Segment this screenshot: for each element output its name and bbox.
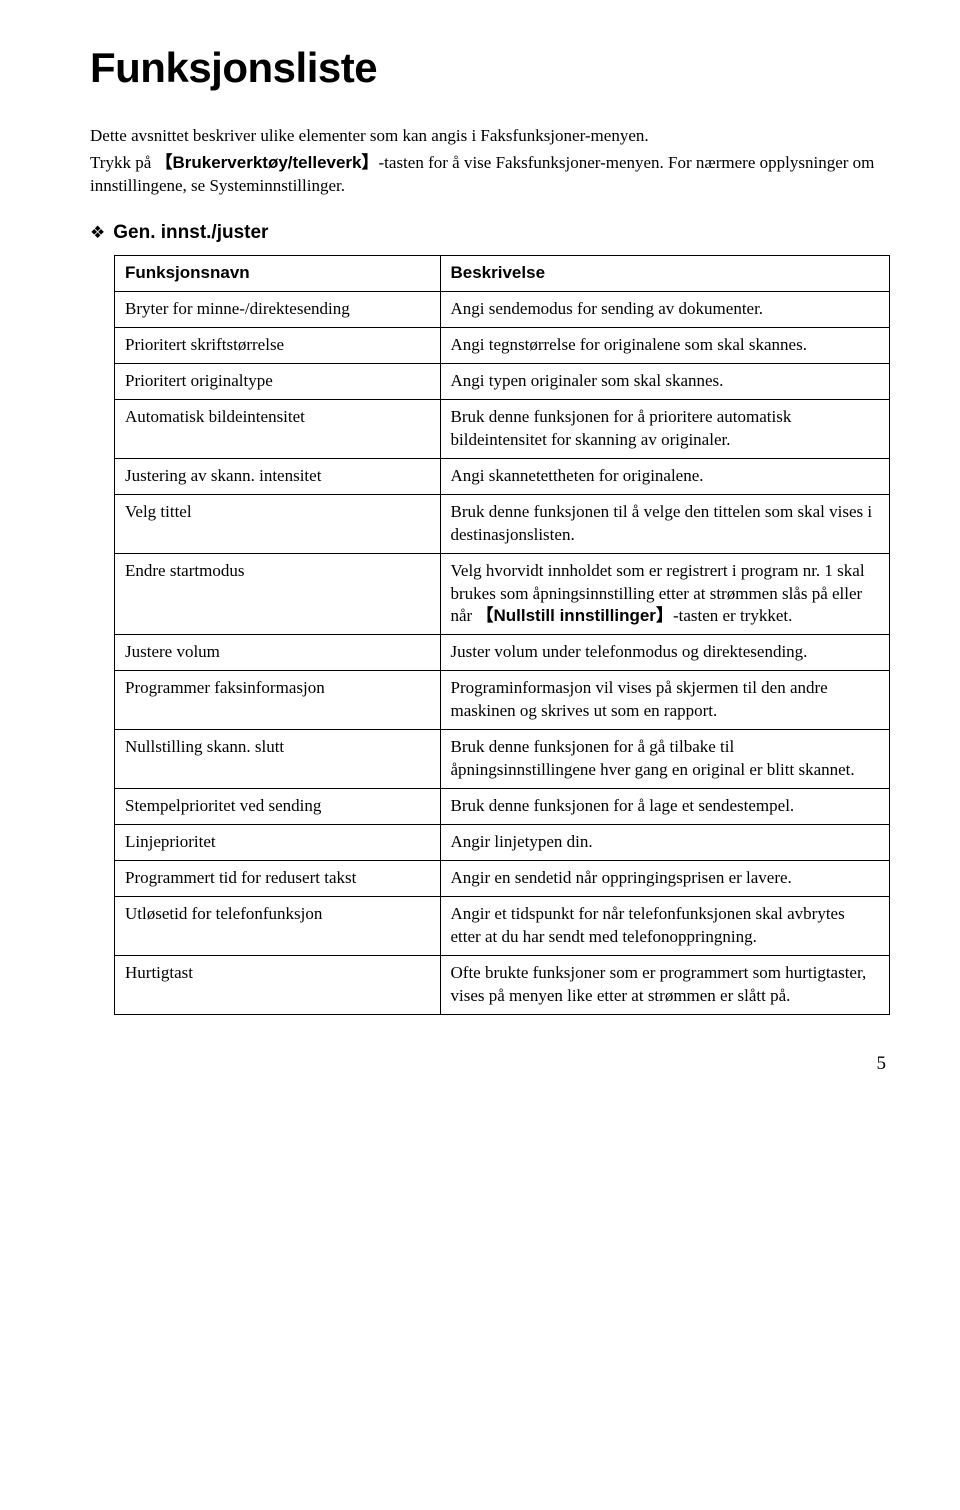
table-row: Justering av skann. intensitet Angi skan… [115,458,890,494]
table-row: Bryter for minne-/direktesending Angi se… [115,292,890,328]
table-row: Utløsetid for telefonfunksjon Angir et t… [115,896,890,955]
func-desc: Bruk denne funksjonen for å prioritere a… [440,399,890,458]
func-name: Hurtigtast [115,955,441,1014]
func-desc: Angi sendemodus for sending av dokumente… [440,292,890,328]
col-header-desc: Beskrivelse [440,256,890,292]
func-desc: Velg hvorvidt innholdet som er registrer… [440,553,890,635]
right-bracket-icon: 】 [656,606,673,625]
section-heading: ❖ Gen. innst./juster [90,220,890,246]
page-number: 5 [90,1051,890,1077]
table-row: Hurtigtast Ofte brukte funksjoner som er… [115,955,890,1014]
func-desc: Bruk denne funksjonen for å lage et send… [440,789,890,825]
func-desc: Angi tegnstørrelse for originalene som s… [440,328,890,364]
func-name: Prioritert skriftstørrelse [115,328,441,364]
func-name: Programmer faksinformasjon [115,671,441,730]
func-name: Velg tittel [115,494,441,553]
page-title: Funksjonsliste [90,40,890,97]
func-name: Programmert tid for redusert takst [115,860,441,896]
intro-paragraph-1: Dette avsnittet beskriver ulike elemente… [90,125,890,148]
func-desc: Programinformasjon vil vises på skjermen… [440,671,890,730]
func-name: Endre startmodus [115,553,441,635]
table-row: Nullstilling skann. slutt Bruk denne fun… [115,730,890,789]
intro-paragraph-2: Trykk på 【Brukerverktøy/telleverk】-taste… [90,152,890,198]
func-name: Justering av skann. intensitet [115,458,441,494]
table-row: Justere volum Juster volum under telefon… [115,635,890,671]
table-row: Automatisk bildeintensitet Bruk denne fu… [115,399,890,458]
func-name: Justere volum [115,635,441,671]
table-row: Prioritert skriftstørrelse Angi tegnstør… [115,328,890,364]
func-name: Utløsetid for telefonfunksjon [115,896,441,955]
right-bracket-icon: 】 [362,153,379,172]
diamond-icon: ❖ [90,224,105,241]
intro2-pre: Trykk på [90,153,156,172]
table-row: Velg tittel Bruk denne funksjonen til å … [115,494,890,553]
func-desc: Ofte brukte funksjoner som er programmer… [440,955,890,1014]
col-header-name: Funksjonsnavn [115,256,441,292]
table-row: Programmert tid for redusert takst Angir… [115,860,890,896]
desc-post: -tasten er trykket. [673,606,792,625]
hardware-key-label: Brukerverktøy/telleverk [173,153,362,172]
func-desc: Angir en sendetid når oppringingsprisen … [440,860,890,896]
func-desc: Angir linjetypen din. [440,825,890,861]
func-name: Stempelprioritet ved sending [115,789,441,825]
func-name: Automatisk bildeintensitet [115,399,441,458]
table-row: Prioritert originaltype Angi typen origi… [115,363,890,399]
function-table: Funksjonsnavn Beskrivelse Bryter for min… [114,255,890,1015]
left-bracket-icon: 【 [156,153,173,172]
hardware-key-label: Nullstill innstillinger [493,606,655,625]
func-desc: Angir et tidspunkt for når telefonfunksj… [440,896,890,955]
func-name: Prioritert originaltype [115,363,441,399]
func-name: Bryter for minne-/direktesending [115,292,441,328]
table-header-row: Funksjonsnavn Beskrivelse [115,256,890,292]
table-row: Endre startmodus Velg hvorvidt innholdet… [115,553,890,635]
func-desc: Bruk denne funksjonen for å gå tilbake t… [440,730,890,789]
table-row: Linjeprioritet Angir linjetypen din. [115,825,890,861]
section-title: Gen. innst./juster [113,220,268,246]
func-desc: Bruk denne funksjonen til å velge den ti… [440,494,890,553]
left-bracket-icon: 【 [476,606,493,625]
func-desc: Angi typen originaler som skal skannes. [440,363,890,399]
func-name: Linjeprioritet [115,825,441,861]
func-name: Nullstilling skann. slutt [115,730,441,789]
func-desc: Angi skannetettheten for originalene. [440,458,890,494]
func-desc: Juster volum under telefonmodus og direk… [440,635,890,671]
table-row: Stempelprioritet ved sending Bruk denne … [115,789,890,825]
table-row: Programmer faksinformasjon Programinform… [115,671,890,730]
